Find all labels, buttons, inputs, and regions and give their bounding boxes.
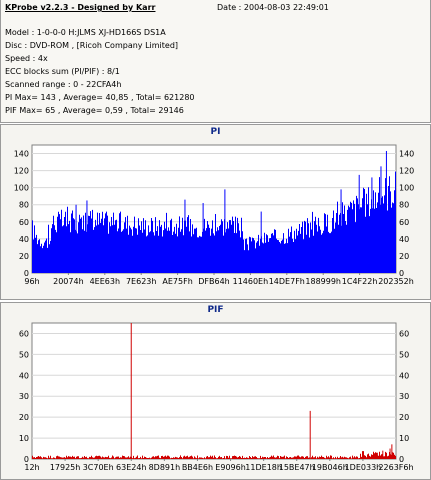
y-tick-label-left: 30: [19, 392, 29, 401]
pif-stats-line: PIF Max= 65 , Average= 0,59 , Total= 291…: [5, 106, 184, 115]
x-tick-label: 202352h: [378, 277, 414, 286]
y-tick-label-left: 40: [19, 235, 29, 244]
range-line: Scanned range : 0 - 22CFA4h: [5, 80, 122, 89]
x-tick-label: 19B046h: [312, 463, 348, 472]
x-tick-label: 17925h: [50, 463, 81, 472]
y-tick-label-left: 100: [14, 184, 29, 193]
x-tick-label: 3C70Eh: [83, 463, 114, 472]
y-tick-label-left: 0: [24, 455, 29, 464]
y-tick-label-left: 0: [24, 269, 29, 278]
x-tick-label: AE75Fh: [162, 277, 192, 286]
x-tick-label: 7E623h: [126, 277, 156, 286]
y-tick-label-left: 20: [19, 252, 29, 261]
y-tick-label-right: 20: [399, 252, 409, 261]
y-tick-label-right: 120: [399, 167, 414, 176]
y-tick-label-left: 60: [19, 329, 29, 338]
y-tick-label-left: 60: [19, 218, 29, 227]
y-tick-label-right: 140: [399, 150, 414, 159]
x-tick-label: 188999h: [305, 277, 341, 286]
model-line: Model : 1-0-0-0 H:JLMS XJ-HD166S DS1A: [5, 28, 166, 37]
pi-series: [32, 171, 396, 273]
pi-chart-title: PI: [210, 127, 221, 137]
y-tick-label-left: 40: [19, 371, 29, 380]
x-tick-label: 63E24h: [116, 463, 146, 472]
y-tick-label-right: 0: [399, 455, 404, 464]
x-tick-label: 11460Eh: [233, 277, 269, 286]
x-tick-label: 11DE18h: [245, 463, 282, 472]
x-tick-label: 2263F6h: [378, 463, 413, 472]
y-tick-label-right: 30: [399, 392, 409, 401]
plot-area: [31, 322, 397, 460]
pif-series: [32, 451, 396, 459]
x-tick-label: 20074h: [53, 277, 84, 286]
scan-date: Date : 2004-08-03 22:49:01: [217, 3, 329, 12]
y-tick-label-right: 40: [399, 371, 409, 380]
x-tick-label: DFB64h: [198, 277, 230, 286]
speed-line: Speed : 4x: [5, 54, 48, 63]
y-tick-label-right: 0: [399, 269, 404, 278]
y-tick-label-right: 40: [399, 235, 409, 244]
y-tick-label-right: 80: [399, 201, 409, 210]
y-tick-label-right: 60: [399, 329, 409, 338]
x-tick-label: 15BE47h: [279, 463, 315, 472]
pif-chart-panel: PIF 0 0 10 10 20 20 30 30 40 40 50 50 60 60 12h 17925h 3…: [0, 302, 431, 480]
y-tick-label-right: 100: [399, 184, 414, 193]
y-tick-label-right: 10: [399, 434, 409, 443]
y-tick-label-left: 10: [19, 434, 29, 443]
x-tick-label: E9096h: [215, 463, 245, 472]
x-tick-label: 1C4F22h: [342, 277, 378, 286]
x-tick-label: 12h: [24, 463, 39, 472]
ecc-line: ECC blocks sum (PI/PIF) : 8/1: [5, 67, 120, 76]
x-tick-label: 14DE7Fh: [269, 277, 305, 286]
info-panel: KProbe v2.2.3 - Designed by Karr Date : …: [0, 0, 431, 123]
pif-chart-title: PIF: [207, 305, 224, 315]
pif-chart: 0 0 10 10 20 20 30 30 40 40 50 50 60 60 12h 17925h 3C70E…: [19, 322, 414, 472]
x-tick-label: 4EE63h: [90, 277, 120, 286]
x-tick-label: 96h: [24, 277, 39, 286]
x-tick-label: 8D891h: [149, 463, 181, 472]
y-tick-label-right: 20: [399, 413, 409, 422]
y-tick-label-right: 60: [399, 218, 409, 227]
y-tick-label-left: 50: [19, 350, 29, 359]
y-tick-label-left: 120: [14, 167, 29, 176]
y-tick-label-left: 20: [19, 413, 29, 422]
y-tick-label-right: 50: [399, 350, 409, 359]
x-tick-label: 1DE033h: [345, 463, 382, 472]
pi-stats-line: PI Max= 143 , Average= 40,85 , Total= 62…: [5, 93, 195, 102]
pi-chart-panel: PI 0 0 20 20 40 40 60 60 80 80 100 100 120 120 140 140 9…: [0, 124, 431, 300]
pi-chart: 0 0 20 20 40 40 60 60 80 80 100 100 120 120 140 140 96h 2…: [14, 144, 414, 286]
y-tick-label-left: 140: [14, 150, 29, 159]
y-tick-label-left: 80: [19, 201, 29, 210]
app-title: KProbe v2.2.3 - Designed by Karr: [5, 3, 156, 12]
x-tick-label: BB4E6h: [182, 463, 213, 472]
disc-line: Disc : DVD-ROM , [Ricoh Company Limited]: [5, 41, 179, 50]
